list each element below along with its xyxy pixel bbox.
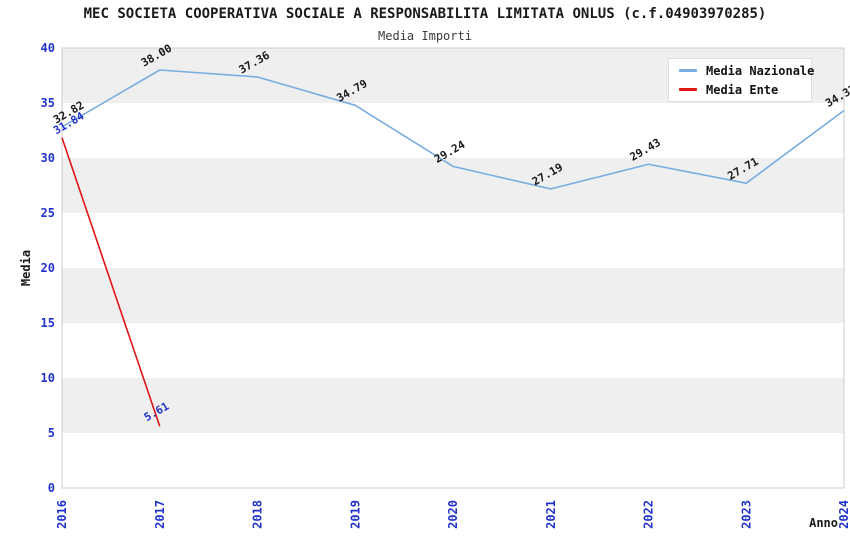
legend-swatch-media-nazionale [679,69,697,72]
x-tick-label: 2024 [837,500,850,529]
x-tick-label: 2021 [544,500,558,529]
y-tick-label: 30 [41,151,55,165]
y-tick-label: 0 [48,481,55,495]
y-tick-label: 40 [41,41,55,55]
y-tick-label: 15 [41,316,55,330]
plot-band [62,268,844,323]
legend-label: Media Nazionale [706,63,815,78]
legend-box: Media Nazionale Media Ente [668,58,814,102]
legend-label: Media Ente [706,82,779,97]
chart-subtitle: Media Importi [378,29,472,43]
x-tick-label: 2016 [55,500,69,529]
x-tick-label: 2017 [153,500,167,529]
plot-band [62,378,844,433]
y-axis-ticks: 0 5 10 15 20 25 30 35 40 [41,41,55,495]
x-axis-title: Anno [809,516,838,530]
x-tick-label: 2018 [251,500,265,529]
x-tick-label: 2020 [446,500,460,529]
y-tick-label: 35 [41,96,55,110]
x-axis-ticks: 2016 2017 2018 2019 2020 2021 2022 2023 2024 [55,500,850,529]
x-tick-label: 2019 [348,500,362,529]
y-tick-label: 5 [48,426,55,440]
plot-border [61,47,845,489]
legend-item-media-ente: Media Ente [679,84,801,96]
legend-item-media-nazionale: Media Nazionale [679,65,814,77]
value-labels-media-ente: 31.845.61 [51,109,171,424]
series-line-media-ente [61,137,161,427]
y-axis-title: Media [19,250,33,286]
y-tick-label: 10 [41,371,55,385]
legend-swatch-media-ente [679,88,697,91]
series-line-media-nazionale [61,69,845,190]
y-tick-label: 20 [41,261,55,275]
x-tick-label: 2023 [739,500,753,529]
chart-title: MEC SOCIETA COOPERATIVA SOCIALE A RESPON… [83,6,767,22]
x-tick-label: 2022 [642,500,656,529]
y-tick-label: 25 [41,206,55,220]
plot-bands [62,48,844,433]
